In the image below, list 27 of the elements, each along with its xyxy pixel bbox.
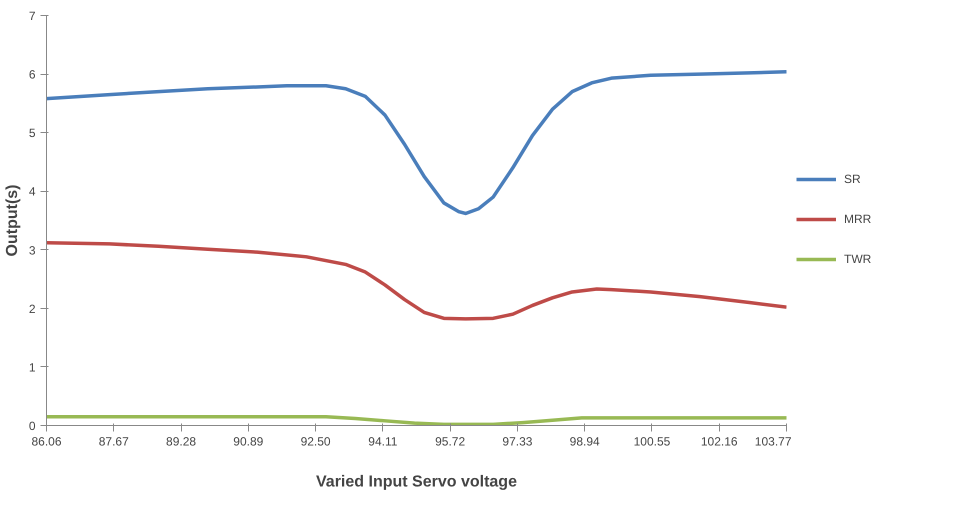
y-tick-label: 2 (28, 302, 36, 316)
x-tick-label: 92.50 (300, 434, 331, 448)
x-tick-label: 90.89 (233, 434, 264, 448)
x-tick-label: 86.06 (31, 434, 62, 448)
y-tick-label: 5 (28, 126, 36, 140)
x-tick-label: 100.55 (634, 434, 671, 448)
x-tick-label: 97.33 (502, 434, 533, 448)
y-tick-label: 6 (28, 68, 36, 82)
y-tick-label: 3 (28, 243, 36, 258)
legend-label: SR (844, 172, 862, 186)
line-series (46, 70, 786, 216)
y-tick-label: 0 (28, 419, 36, 433)
x-tick-label: 95.72 (435, 434, 466, 448)
x-tick-label: 102.16 (700, 434, 738, 448)
x-tick-label: 94.11 (368, 434, 398, 448)
x-tick-label: 87.67 (98, 434, 130, 448)
y-tick-label: 1 (28, 360, 36, 374)
x-tick-label: 89.28 (166, 434, 196, 448)
line-series (46, 241, 786, 321)
y-tick-label: 4 (28, 184, 36, 199)
x-tick-label: 98.94 (570, 434, 600, 448)
x-tick-label: 103.77 (754, 434, 792, 448)
legend-label: TWR (844, 252, 872, 266)
y-axis-title: Output(s) (4, 184, 21, 256)
legend-label: MRR (844, 212, 872, 226)
x-axis-title: Varied Input Servo voltage (316, 474, 518, 490)
y-tick-label: 7 (28, 9, 36, 23)
